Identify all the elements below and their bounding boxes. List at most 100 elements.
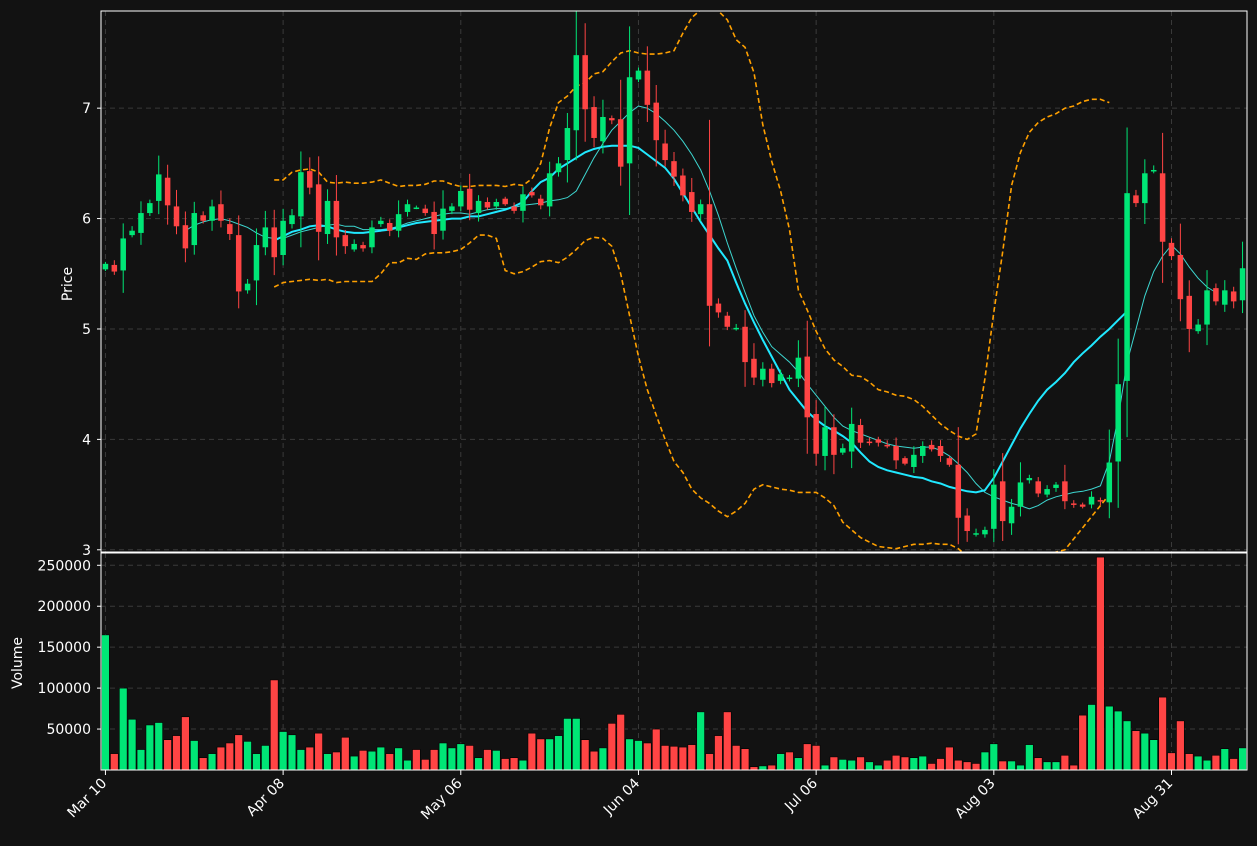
volume-bar bbox=[563, 718, 572, 771]
volume-bar bbox=[181, 716, 190, 771]
x-tick-label: Jul 06 bbox=[781, 775, 821, 815]
candle-body bbox=[386, 222, 393, 231]
candle-body bbox=[1213, 288, 1219, 302]
volume-bar bbox=[971, 763, 981, 771]
candle-body bbox=[911, 454, 917, 467]
candle-body bbox=[1195, 324, 1201, 332]
volume-bar bbox=[296, 749, 306, 771]
candle-body bbox=[1088, 496, 1095, 505]
volume-bar bbox=[989, 743, 999, 771]
volume-bar bbox=[358, 750, 368, 771]
candle-body bbox=[511, 206, 517, 211]
candle-body bbox=[1017, 482, 1024, 507]
axes: 3 4 5 6 7 50000 100000 150000 200000 250000 Mar 10… bbox=[38, 101, 1177, 823]
candle-body bbox=[777, 374, 784, 381]
candle-body bbox=[120, 238, 126, 271]
candle-body bbox=[307, 171, 313, 188]
candle-body bbox=[262, 227, 269, 248]
candle-body bbox=[1044, 489, 1050, 495]
volume-bar bbox=[705, 753, 714, 771]
volume-bar bbox=[1131, 730, 1141, 771]
volume-bar bbox=[465, 745, 474, 771]
volume-bar bbox=[429, 749, 439, 771]
candle-body bbox=[395, 214, 402, 231]
candle-body bbox=[964, 515, 970, 532]
volume-bar bbox=[1158, 696, 1167, 771]
candle-body bbox=[840, 448, 846, 453]
volume-bar bbox=[936, 758, 945, 771]
candle-body bbox=[751, 358, 757, 378]
volume-bar bbox=[954, 759, 963, 771]
candle-body bbox=[351, 243, 357, 250]
volume-bar bbox=[1087, 704, 1096, 771]
volume-bar bbox=[1149, 739, 1158, 771]
volume-bar bbox=[803, 743, 812, 771]
volume-bar bbox=[421, 759, 430, 771]
candle-body bbox=[280, 220, 286, 256]
volume-bar bbox=[554, 735, 563, 771]
candle-body bbox=[733, 327, 739, 330]
volume-bar bbox=[1176, 720, 1185, 771]
volume-bar bbox=[998, 760, 1007, 771]
candle-body bbox=[1204, 290, 1210, 325]
volume-bar bbox=[447, 747, 457, 771]
candle-body bbox=[209, 206, 215, 221]
volume-bar bbox=[900, 756, 910, 771]
candle-body bbox=[715, 303, 722, 313]
x-tick-label: Jun 04 bbox=[600, 775, 643, 818]
price-tick-label: 4 bbox=[82, 432, 91, 448]
volume-bar bbox=[483, 749, 492, 771]
candle-body bbox=[1168, 242, 1175, 257]
candle-body bbox=[1142, 173, 1148, 204]
volume-bar bbox=[278, 731, 288, 771]
volume-bar bbox=[261, 745, 270, 771]
ma-slow-line bbox=[273, 144, 1128, 494]
volume-bar bbox=[101, 634, 110, 771]
volume-bar bbox=[616, 714, 625, 771]
candle-body bbox=[573, 55, 580, 131]
volume-bar bbox=[536, 738, 545, 771]
volume-bar bbox=[323, 753, 332, 771]
volume-bar bbox=[883, 759, 892, 771]
candle-body bbox=[919, 446, 926, 456]
volume-bar bbox=[740, 748, 750, 771]
candle-body bbox=[955, 464, 962, 518]
price-tick-label: 6 bbox=[82, 212, 91, 228]
candle-body bbox=[1239, 268, 1246, 301]
candle-body bbox=[582, 55, 588, 110]
candle-body bbox=[520, 194, 526, 211]
volume-panel-frame bbox=[100, 552, 1248, 771]
volume-bar bbox=[110, 753, 119, 771]
candle-body bbox=[768, 368, 775, 384]
volume-bar bbox=[403, 759, 412, 771]
volume-bar bbox=[332, 751, 341, 771]
candle-body bbox=[253, 245, 260, 281]
volume-bar bbox=[1025, 744, 1034, 771]
volume-tick-label: 250000 bbox=[38, 558, 91, 574]
candle-body bbox=[502, 198, 508, 205]
candle-body bbox=[1026, 478, 1033, 481]
volume-bar bbox=[856, 756, 865, 771]
candle-body bbox=[902, 458, 908, 464]
volume-bar bbox=[838, 759, 847, 771]
candle-body bbox=[360, 245, 366, 249]
volume-bar bbox=[687, 744, 696, 771]
volume-bar bbox=[731, 745, 741, 771]
volume-bar bbox=[962, 761, 972, 771]
volume-bar bbox=[394, 747, 403, 771]
volume-bar bbox=[678, 746, 688, 771]
volume-bar bbox=[1229, 758, 1238, 771]
candle-body bbox=[795, 357, 802, 379]
volume-bar bbox=[865, 761, 874, 771]
volume-bar bbox=[527, 732, 537, 771]
volume-bar bbox=[634, 740, 643, 771]
candle-body bbox=[173, 206, 180, 227]
candle-body bbox=[1150, 169, 1157, 172]
candle-body bbox=[671, 161, 677, 177]
price-tick-label: 5 bbox=[82, 322, 91, 338]
candle-body bbox=[1222, 290, 1228, 305]
volume-bar bbox=[652, 728, 661, 771]
volume-tick-label: 100000 bbox=[38, 681, 91, 697]
candle-body bbox=[680, 175, 686, 196]
candle-body bbox=[831, 427, 837, 455]
